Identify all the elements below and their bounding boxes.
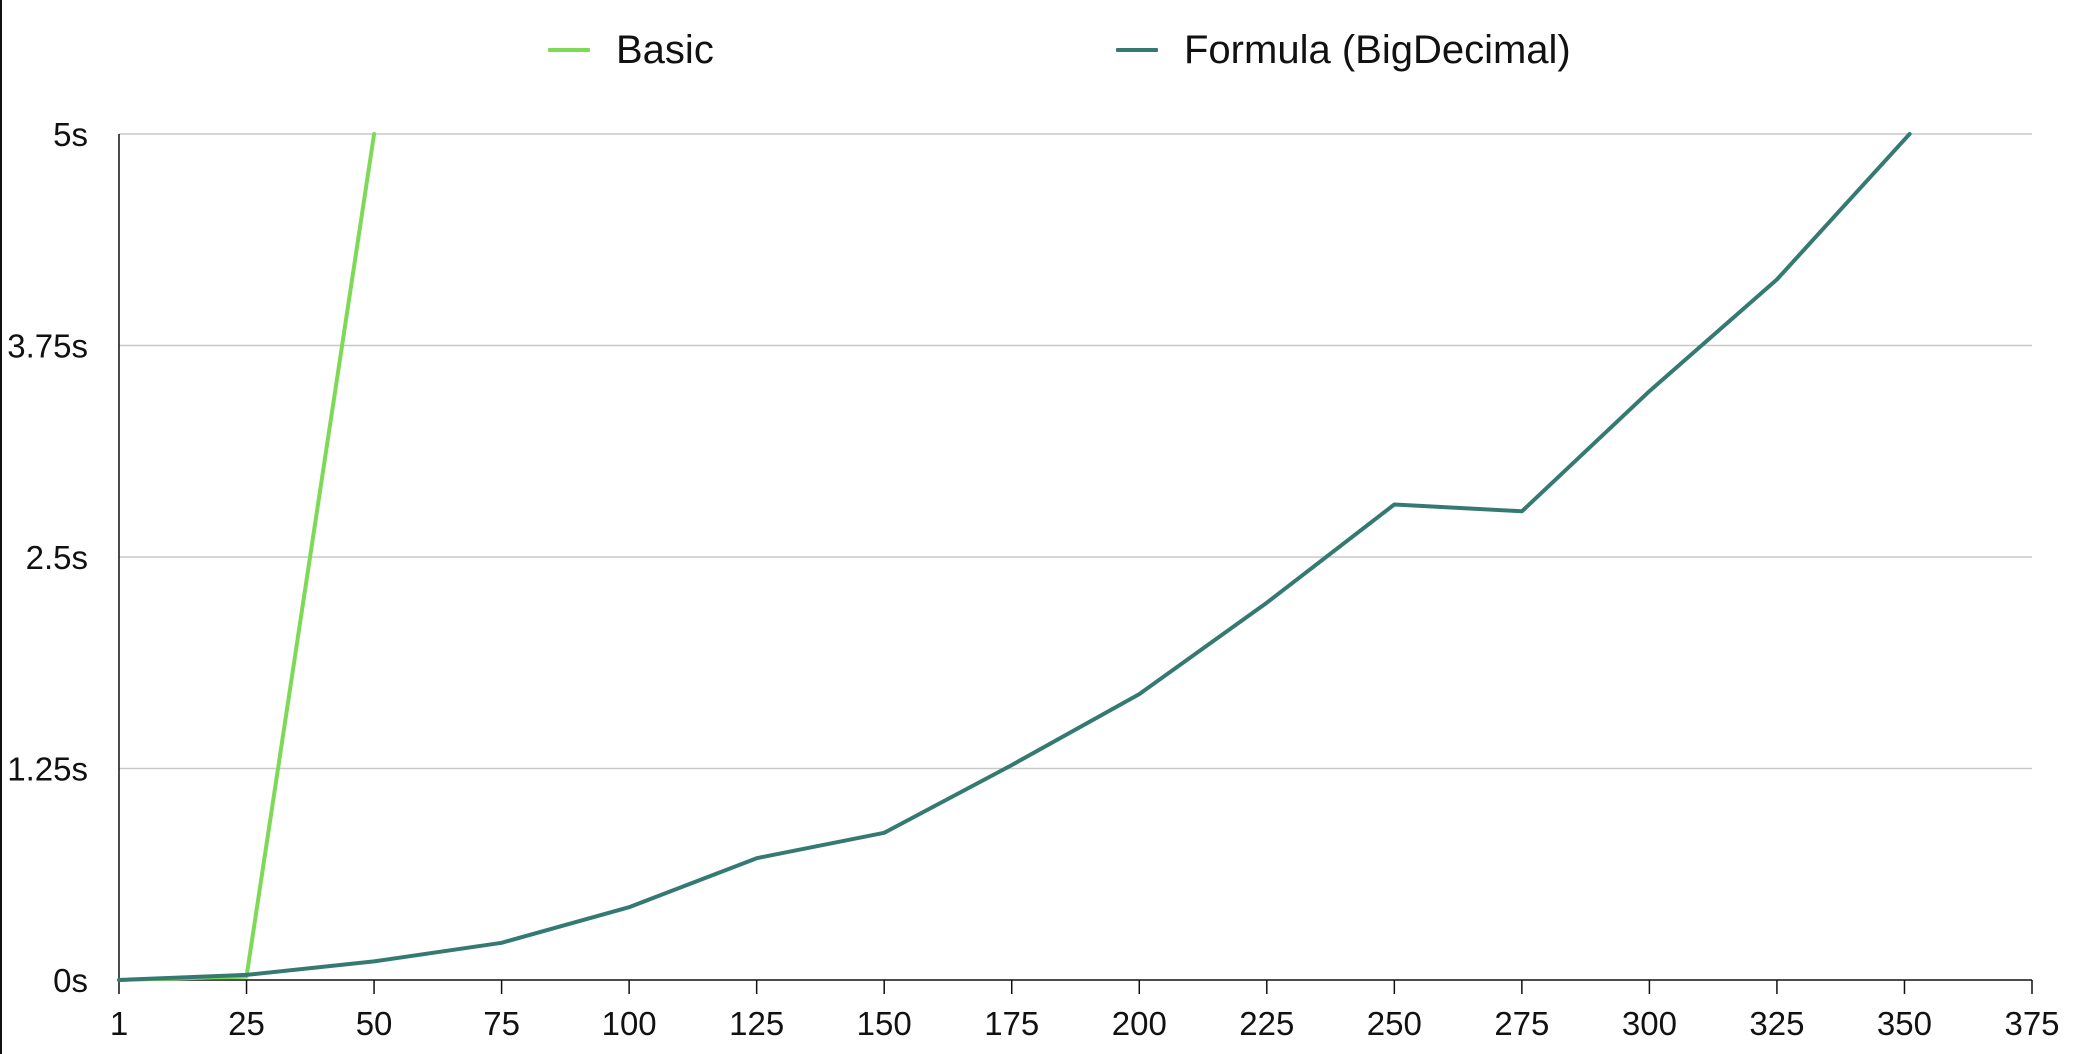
x-tick-label: 125	[729, 1005, 784, 1042]
x-tick-label: 275	[1494, 1005, 1549, 1042]
x-tick-label: 250	[1367, 1005, 1422, 1042]
x-tick-label: 150	[857, 1005, 912, 1042]
legend-item-formula-bigdecimal: Formula (BigDecimal)	[1116, 22, 1571, 78]
y-tick-label: 2.5s	[26, 539, 88, 576]
legend: Basic Formula (BigDecimal)	[0, 22, 2076, 78]
legend-label-formula-bigdecimal: Formula (BigDecimal)	[1184, 27, 1571, 72]
legend-label-basic: Basic	[616, 27, 714, 72]
x-tick-label: 75	[483, 1005, 520, 1042]
legend-swatch-basic	[548, 48, 590, 52]
y-tick-label: 1.25s	[7, 751, 88, 788]
x-tick-label: 225	[1239, 1005, 1294, 1042]
x-tick-label: 1	[110, 1005, 128, 1042]
x-tick-label: 325	[1749, 1005, 1804, 1042]
y-tick-label: 0s	[53, 962, 88, 999]
series-line-formula-bigdecimal	[117, 132, 1912, 982]
x-tick-label: 375	[2004, 1005, 2059, 1042]
y-tick-label: 5s	[53, 116, 88, 153]
x-tick-label: 175	[984, 1005, 1039, 1042]
legend-item-basic: Basic	[548, 22, 714, 78]
x-tick-label: 50	[356, 1005, 393, 1042]
x-tick-label: 200	[1112, 1005, 1167, 1042]
x-tick-label: 25	[228, 1005, 265, 1042]
left-edge-border	[0, 0, 2, 1054]
x-tick-label: 100	[602, 1005, 657, 1042]
x-tick-label: 350	[1877, 1005, 1932, 1042]
y-tick-label: 3.75s	[7, 328, 88, 365]
x-tick-label: 300	[1622, 1005, 1677, 1042]
legend-swatch-formula-bigdecimal	[1116, 48, 1158, 52]
